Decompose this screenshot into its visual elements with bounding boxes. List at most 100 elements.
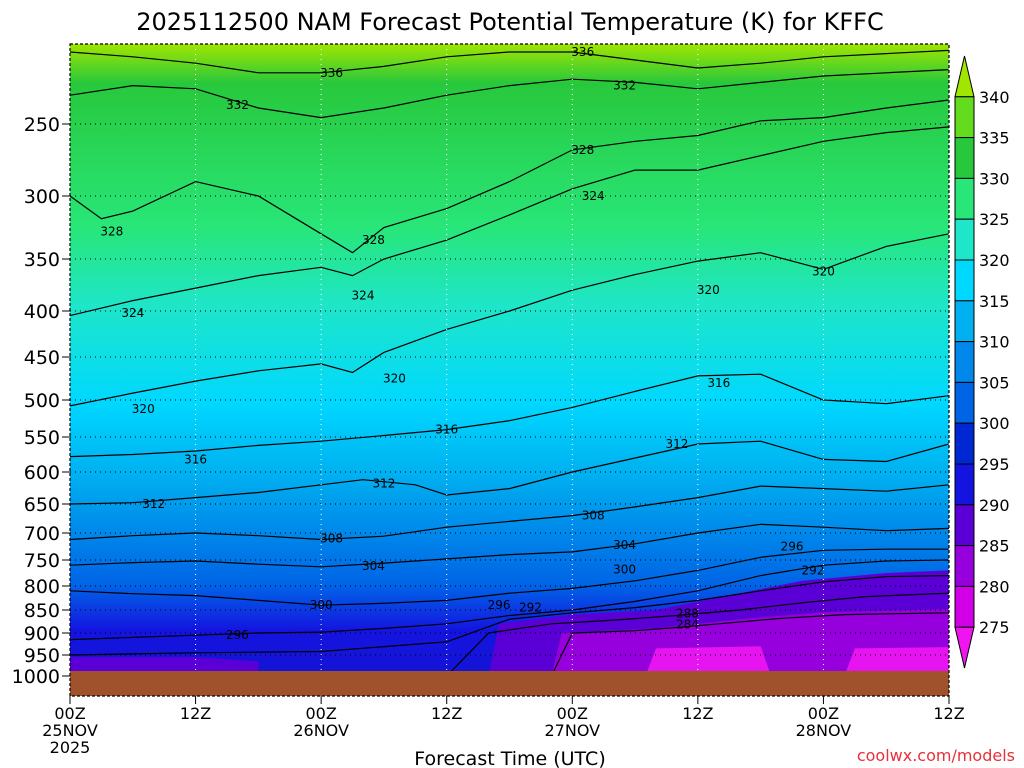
contour-296: [70, 559, 949, 641]
contour-label: 292: [519, 601, 542, 615]
y-tick-label: 500: [24, 390, 60, 412]
contour-label: 336: [571, 45, 594, 59]
contour-label: 308: [582, 509, 605, 523]
colorbar-segment: [954, 300, 975, 343]
y-tick-label: 450: [24, 347, 60, 369]
y-tick-label: 750: [24, 550, 60, 572]
contour-label: 324: [121, 306, 144, 320]
colorbar: 340 335 330 325 320 315 310 305 300 295 290 285 280 2…: [954, 55, 1010, 669]
colorbar-segment: [954, 381, 975, 424]
contour-320: [70, 233, 949, 407]
colorbar-segment: [954, 137, 975, 179]
contour-label: 324: [352, 288, 375, 302]
colorbar-tick-label: 295: [979, 455, 1010, 474]
contour-label: 288: [676, 607, 699, 621]
contour-label: 300: [310, 598, 333, 612]
contour-label: 316: [184, 452, 207, 466]
cold-region-275: [645, 646, 772, 676]
colorbar-tick-label: 280: [979, 577, 1010, 596]
y-tick-label: 650: [24, 494, 60, 516]
x-tick-label: 12Z: [431, 704, 462, 723]
contour-label: 296: [488, 598, 511, 612]
contour-label: 292: [802, 563, 825, 577]
contour-288: [446, 592, 949, 677]
y-tick-label: 300: [24, 186, 60, 208]
colorbar-tick-label: 310: [979, 333, 1010, 352]
x-axis-title: Forecast Time (UTC): [414, 748, 605, 768]
colorbar-segment: [954, 96, 975, 139]
contour-336: [70, 49, 949, 74]
y-tick-label: 850: [24, 600, 60, 622]
colorbar-segment: [954, 504, 975, 547]
contour-label: 324: [582, 189, 605, 203]
contour-label: 300: [613, 562, 636, 576]
contour-label: 312: [372, 477, 395, 491]
contour-label: 320: [383, 372, 406, 386]
contour-label: 316: [435, 423, 458, 437]
ground-band: [70, 671, 949, 696]
colorbar-tick-label: 275: [979, 618, 1010, 637]
contour-label: 320: [812, 264, 835, 278]
contour-label: 296: [781, 540, 804, 554]
contour-labels: 336 336 332 332 328 328 328 324 324 324 320 320 320 3…: [100, 45, 834, 642]
x-tick-label: 12Z: [933, 704, 964, 723]
x-tick-label: 12Z: [682, 704, 713, 723]
credit-link[interactable]: coolwx.com/models: [857, 746, 1015, 765]
contour-312: [70, 440, 949, 505]
x-tick-date: 25NOV: [42, 721, 98, 740]
x-tick-label: 12Z: [180, 704, 211, 723]
x-tick-date: 26NOV: [293, 721, 349, 740]
contour-label: 320: [697, 283, 720, 297]
y-tick-label: 900: [24, 623, 60, 645]
y-tick-label: 400: [24, 301, 60, 323]
contour-label: 312: [142, 497, 165, 511]
colorbar-segment: [954, 422, 975, 465]
colorbar-segment: [954, 55, 975, 98]
cold-region-275: [844, 647, 949, 676]
y-axis: 2503003504004505005506006507007508008509…: [12, 114, 70, 688]
x-tick-label: 00Z: [305, 704, 336, 723]
y-tick-label: 350: [24, 249, 60, 271]
contour-308: [70, 484, 949, 541]
colorbar-tick-label: 325: [979, 210, 1010, 229]
cold-region-285: [551, 609, 949, 676]
contour-label: 284: [676, 618, 699, 632]
colorbar-segment: [954, 341, 975, 383]
contour-label: 316: [707, 376, 730, 390]
colorbar-tick-label: 290: [979, 496, 1010, 515]
colorbar-tick-label: 315: [979, 292, 1010, 311]
contour-300: [70, 548, 949, 606]
plot-area: 336 336 332 332 328 328 328 324 324 324 320 320 320 3…: [70, 44, 949, 696]
y-tick-label: 1000: [12, 666, 60, 688]
contour-lines: [70, 49, 949, 677]
contour-label: 308: [320, 531, 343, 545]
x-tick-label: 00Z: [808, 704, 839, 723]
contour-label: 332: [226, 98, 249, 112]
x-tick-label: 00Z: [54, 704, 85, 723]
colorbar-segment: [954, 259, 975, 302]
contour-label: 332: [613, 79, 636, 93]
colorbar-segment: [954, 626, 975, 669]
contour-label: 328: [571, 143, 594, 157]
y-tick-label: 950: [24, 645, 60, 667]
contour-label: 304: [362, 559, 385, 573]
colorbar-segment: [954, 177, 975, 220]
contour-316: [70, 373, 949, 458]
chart-title: 2025112500 NAM Forecast Potential Temper…: [136, 8, 883, 36]
x-tick-year: 2025: [50, 738, 91, 757]
contour-label: 328: [100, 224, 123, 238]
colorbar-tick-label: 335: [979, 129, 1010, 148]
contour-324: [70, 126, 949, 317]
colorbar-segment: [954, 218, 975, 261]
contour-label: 296: [226, 628, 249, 642]
contour-label: 304: [613, 538, 636, 552]
plot-frame: [69, 43, 950, 697]
colorbar-segment: [954, 545, 975, 587]
colorbar-tick-label: 340: [979, 88, 1010, 107]
colorbar-tick-label: 300: [979, 414, 1010, 433]
colorbar-tick-label: 285: [979, 537, 1010, 556]
contour-label: 312: [665, 437, 688, 451]
y-tick-label: 250: [24, 114, 60, 136]
